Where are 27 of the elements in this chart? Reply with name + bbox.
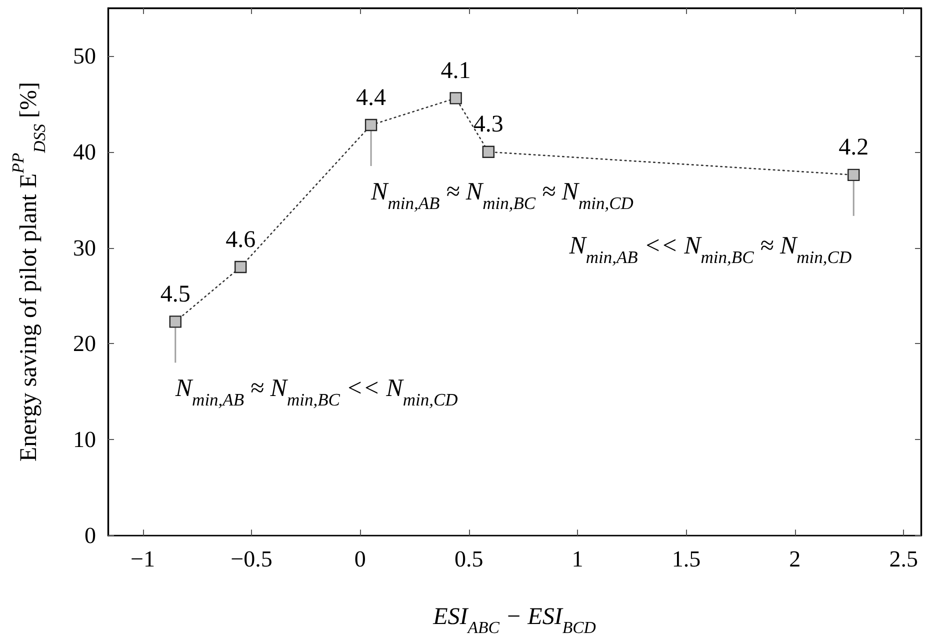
- y-tick-label: 30: [73, 235, 96, 260]
- y-tick-label: 0: [84, 523, 96, 548]
- y-tick-label: 40: [73, 139, 96, 164]
- y-axis-title: Energy saving of pilot plant EPPDSS [%]: [8, 82, 49, 462]
- point: [848, 168, 860, 182]
- y-tick-label: 10: [73, 427, 96, 452]
- point: [234, 260, 247, 274]
- x-tick-label: 0.5: [454, 546, 484, 572]
- point: [482, 146, 495, 158]
- x-tick-label: 2.5: [889, 546, 918, 572]
- x-tick-label: 1.5: [672, 546, 701, 572]
- annotation: 4.2: [838, 134, 869, 161]
- x-tick-label: 1: [572, 546, 584, 572]
- point: [364, 118, 378, 132]
- annotation: 4.1: [440, 58, 471, 84]
- annotation: 4.6: [226, 226, 256, 253]
- point: [169, 316, 182, 328]
- point: [450, 92, 462, 104]
- annotation: 4.4: [356, 84, 386, 111]
- y-tick-label: 50: [73, 43, 96, 68]
- y-tick-label: 20: [73, 331, 96, 356]
- x-tick-label: 0: [354, 546, 366, 572]
- x-tick-label: −0.5: [230, 546, 272, 572]
- x-tick-label: 2: [789, 546, 801, 572]
- x-tick-label: −1: [130, 546, 156, 572]
- annotation: 4.5: [160, 281, 190, 308]
- annotation: 4.3: [473, 112, 504, 138]
